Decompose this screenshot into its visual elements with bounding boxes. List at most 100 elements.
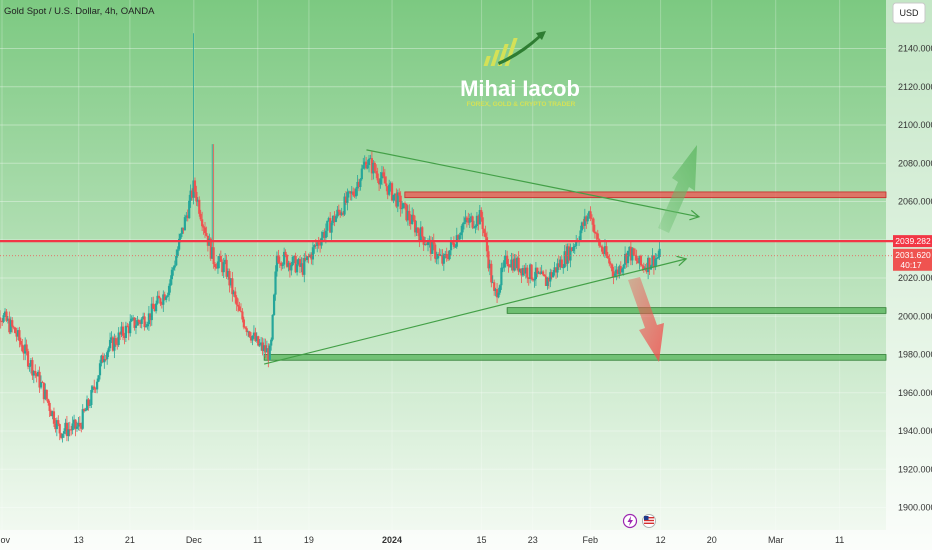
candle-body — [68, 429, 71, 431]
candle-body — [349, 191, 352, 194]
candle-body — [635, 255, 638, 261]
candle-body — [491, 282, 494, 284]
candle-body — [226, 271, 230, 277]
candle-body — [167, 285, 171, 296]
upper-trendline[interactable] — [366, 149, 700, 218]
candle-body — [107, 348, 110, 353]
candle-body — [580, 222, 584, 231]
candle-body — [110, 337, 113, 340]
currency-button[interactable]: USD — [892, 2, 926, 24]
candle-body — [294, 255, 297, 273]
candle-body — [98, 363, 102, 376]
candle-body — [123, 335, 126, 338]
candle-body — [655, 258, 658, 260]
support-zone-2[interactable] — [263, 354, 887, 361]
watermark-logo: Mihai Iacob FOREX, GOLD & CRYPTO TRADER — [460, 31, 580, 108]
candle-body — [188, 200, 191, 219]
candle-body — [24, 344, 27, 354]
bullish-projection-arrow[interactable] — [658, 145, 697, 233]
lower-trendline[interactable] — [264, 258, 687, 365]
candle-body — [550, 272, 553, 278]
candle-body — [65, 422, 69, 437]
candle-body — [131, 317, 135, 319]
us-flag-icon[interactable] — [642, 514, 656, 528]
x-tick-label: 19 — [304, 535, 314, 545]
candle-body — [55, 420, 58, 430]
support-zone-1[interactable] — [506, 307, 887, 314]
candle-body — [142, 316, 145, 319]
candle-body — [311, 247, 315, 260]
candle-body — [431, 240, 434, 254]
candle-body — [211, 247, 214, 259]
candle-body — [265, 348, 268, 353]
candle-body — [536, 267, 539, 274]
candle-body — [439, 255, 443, 256]
candle-body — [182, 227, 185, 231]
candle-body — [295, 264, 299, 273]
candle-body — [45, 389, 48, 400]
candle-body — [260, 342, 263, 345]
candle-body — [402, 203, 405, 209]
candle-body — [612, 271, 615, 277]
candle-body — [258, 344, 261, 346]
candle-body — [18, 330, 21, 341]
candle-body — [308, 254, 312, 257]
candle-body — [527, 277, 530, 279]
candle-body — [415, 227, 418, 233]
supply-zone[interactable] — [404, 191, 887, 199]
candle-body — [533, 279, 536, 281]
candle-body — [632, 248, 635, 255]
candle-body — [600, 246, 604, 252]
candle-body — [562, 267, 565, 269]
candle-body — [334, 216, 338, 222]
candle-body — [365, 161, 368, 169]
candle-body — [644, 267, 647, 270]
candle-body — [70, 429, 73, 431]
candle-body — [205, 233, 208, 236]
candle-body — [513, 258, 516, 271]
time-axis[interactable]: Nov 13 21 Dec 11 19 2024 15 23 Feb 12 20 Mar 11 — [0, 535, 844, 545]
candle-body — [317, 242, 320, 245]
candle-body — [634, 254, 637, 256]
candle-body — [367, 158, 371, 166]
candle-body — [563, 251, 566, 268]
candle-body — [413, 220, 417, 233]
lightning-icon[interactable] — [622, 513, 638, 529]
price-axis-panel — [886, 0, 932, 550]
candle-body — [222, 262, 225, 273]
candle-body — [201, 219, 204, 227]
candle-body — [14, 327, 17, 334]
candle-body — [316, 242, 319, 246]
y-tick-label: 2120.000 — [898, 82, 932, 92]
bearish-projection-arrow[interactable] — [628, 277, 664, 362]
candle-body — [77, 422, 80, 427]
candle-body — [514, 258, 517, 269]
candle-body — [54, 423, 57, 430]
candle-body — [412, 214, 415, 221]
candle-body — [283, 251, 286, 265]
candle-body — [385, 183, 388, 187]
candle-body — [28, 366, 31, 367]
candle-body — [72, 419, 76, 424]
candle-body — [524, 267, 527, 274]
candle-body — [359, 179, 362, 187]
candle-body — [154, 303, 158, 312]
candle-body — [483, 229, 486, 234]
candle-body — [146, 324, 149, 327]
candle-body — [566, 246, 569, 264]
candle-body — [390, 183, 394, 201]
candle-body — [554, 267, 558, 273]
candle-body — [324, 230, 327, 238]
candle-body — [507, 264, 510, 267]
candle-body — [301, 263, 304, 275]
candle-body — [642, 266, 645, 270]
candle-body — [264, 345, 267, 353]
candle-body — [327, 218, 330, 221]
candle-body — [352, 191, 355, 196]
candle-body — [360, 168, 363, 180]
candle-body — [523, 268, 526, 274]
candle-body — [25, 344, 28, 352]
candle-body — [388, 184, 391, 195]
